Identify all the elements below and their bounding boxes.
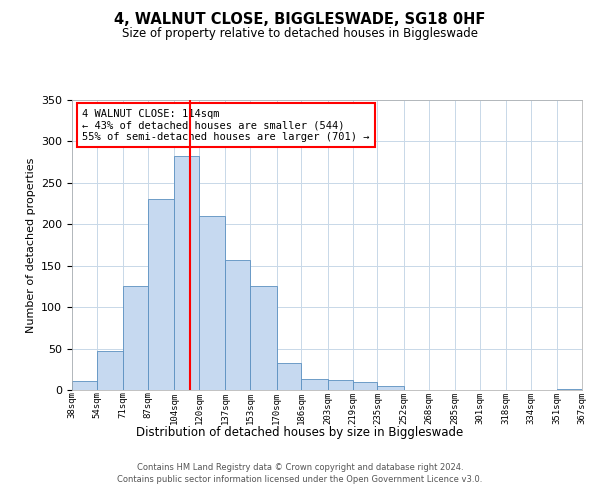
Bar [250,286,277,390]
Bar [328,380,353,390]
Y-axis label: Number of detached properties: Number of detached properties [26,158,35,332]
Bar [123,286,148,390]
Text: 4, WALNUT CLOSE, BIGGLESWADE, SG18 0HF: 4, WALNUT CLOSE, BIGGLESWADE, SG18 0HF [115,12,485,28]
Bar [353,382,377,390]
Bar [97,351,123,390]
Bar [199,216,226,390]
Bar [226,260,250,390]
Bar [301,379,328,390]
Bar [557,389,582,390]
Bar [148,198,175,390]
Bar [277,362,301,390]
Text: 4 WALNUT CLOSE: 114sqm
← 43% of detached houses are smaller (544)
55% of semi-de: 4 WALNUT CLOSE: 114sqm ← 43% of detached… [82,108,370,142]
Text: Distribution of detached houses by size in Biggleswade: Distribution of detached houses by size … [136,426,464,439]
Bar [377,386,404,390]
Bar [175,156,199,390]
Text: Size of property relative to detached houses in Biggleswade: Size of property relative to detached ho… [122,28,478,40]
Bar [72,381,97,390]
Text: Contains public sector information licensed under the Open Government Licence v3: Contains public sector information licen… [118,475,482,484]
Text: Contains HM Land Registry data © Crown copyright and database right 2024.: Contains HM Land Registry data © Crown c… [137,464,463,472]
